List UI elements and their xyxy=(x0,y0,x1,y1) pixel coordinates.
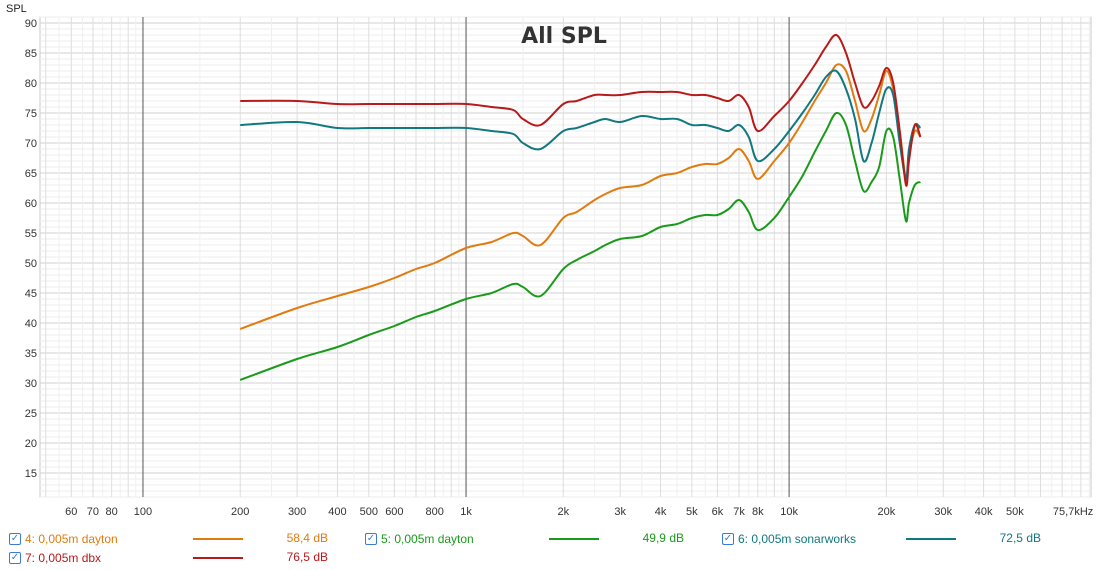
y-tick-label: 60 xyxy=(25,198,37,210)
x-tick-label: 3k xyxy=(614,506,626,518)
series-line-7 xyxy=(240,33,922,187)
x-tick-label: 20k xyxy=(877,506,895,518)
legend-label: 5: 0,005m dayton xyxy=(381,532,474,546)
checkbox-checked-icon[interactable]: ✓ xyxy=(722,533,734,545)
x-tick-label: 400 xyxy=(328,506,346,518)
x-tick-label: 70 xyxy=(87,506,99,518)
legend-item-series-6[interactable]: ✓ 6: 0,005m sonarworks xyxy=(722,530,856,548)
x-tick-label: 300 xyxy=(288,506,306,518)
x-tick-label: 60 xyxy=(65,506,77,518)
legend-swatch-series-4 xyxy=(193,538,243,540)
legend-level-series-5: 49,9 dB xyxy=(642,531,684,545)
y-tick-label: 65 xyxy=(25,168,37,180)
x-tick-label: 200 xyxy=(231,506,249,518)
x-tick-label: 7k xyxy=(733,506,745,518)
y-axis-labels: 15 20 25 30 35 40 45 50 55 60 65 70 75 80 85 90 xyxy=(25,18,37,480)
y-tick-label: 35 xyxy=(25,348,37,360)
x-axis-labels: 60 70 80 100 200 300 400 500 600 800 1k 2k 3k 4k 5k 6k 7… xyxy=(65,506,1093,518)
x-tick-label: 1k xyxy=(460,506,472,518)
legend-label: 6: 0,005m sonarworks xyxy=(738,532,857,546)
legend-item-series-5[interactable]: ✓ 5: 0,005m dayton xyxy=(365,530,474,548)
legend-item-series-7[interactable]: ✓ 7: 0,005m dbx xyxy=(9,549,101,567)
chart-title: All SPL xyxy=(521,24,607,49)
x-tick-label: 80 xyxy=(106,506,118,518)
x-tick-label: 600 xyxy=(385,506,403,518)
y-tick-label: 30 xyxy=(25,378,37,390)
y-axis-title: SPL xyxy=(6,3,27,15)
series-line-5 xyxy=(239,111,921,381)
legend-level-series-4: 58,4 dB xyxy=(286,531,328,545)
legend-label: 7: 0,005m dbx xyxy=(25,551,102,565)
y-tick-label: 80 xyxy=(25,78,37,90)
x-tick-label: 2k xyxy=(557,506,569,518)
x-tick-label: 500 xyxy=(360,506,378,518)
legend-swatch-series-7 xyxy=(193,557,243,559)
y-tick-label: 55 xyxy=(25,228,37,240)
x-tick-label: 5k xyxy=(686,506,698,518)
x-tick-label: 6k xyxy=(712,506,724,518)
x-tick-label: 50k xyxy=(1006,506,1024,518)
y-tick-label: 20 xyxy=(25,438,37,450)
y-tick-label: 70 xyxy=(25,138,37,150)
checkbox-checked-icon[interactable]: ✓ xyxy=(9,533,21,545)
y-tick-label: 45 xyxy=(25,288,37,300)
checkbox-checked-icon[interactable]: ✓ xyxy=(9,552,21,564)
x-tick-label: 75,7kHz xyxy=(1053,506,1093,518)
y-tick-label: 25 xyxy=(25,408,37,420)
y-tick-label: 85 xyxy=(25,48,37,60)
y-tick-label: 40 xyxy=(25,318,37,330)
legend-level-series-7: 76,5 dB xyxy=(286,550,328,564)
grid-major xyxy=(142,17,790,497)
legend-swatch-series-5 xyxy=(549,538,599,540)
legend-label: 4: 0,005m dayton xyxy=(25,532,118,546)
legend: ✓ 4: 0,005m dayton 58,4 dB ✓ 5: 0,005m d… xyxy=(0,526,1109,570)
grid-minor xyxy=(40,16,1091,498)
x-tick-label: 100 xyxy=(134,506,152,518)
x-tick-label: 10k xyxy=(780,506,798,518)
x-tick-label: 4k xyxy=(655,506,667,518)
series-line-6 xyxy=(240,69,922,181)
x-tick-label: 40k xyxy=(975,506,993,518)
y-tick-label: 15 xyxy=(25,468,37,480)
y-tick-label: 50 xyxy=(25,258,37,270)
y-tick-label: 90 xyxy=(25,18,37,30)
checkbox-checked-icon[interactable]: ✓ xyxy=(365,533,377,545)
legend-item-series-4[interactable]: ✓ 4: 0,005m dayton xyxy=(9,530,118,548)
x-tick-label: 30k xyxy=(934,506,952,518)
y-tick-label: 75 xyxy=(25,108,37,120)
x-tick-label: 8k xyxy=(752,506,764,518)
legend-swatch-series-6 xyxy=(906,538,956,540)
legend-level-series-6: 72,5 dB xyxy=(999,531,1041,545)
series-lines xyxy=(239,33,922,381)
series-line-4 xyxy=(239,63,922,330)
x-tick-label: 800 xyxy=(426,506,444,518)
